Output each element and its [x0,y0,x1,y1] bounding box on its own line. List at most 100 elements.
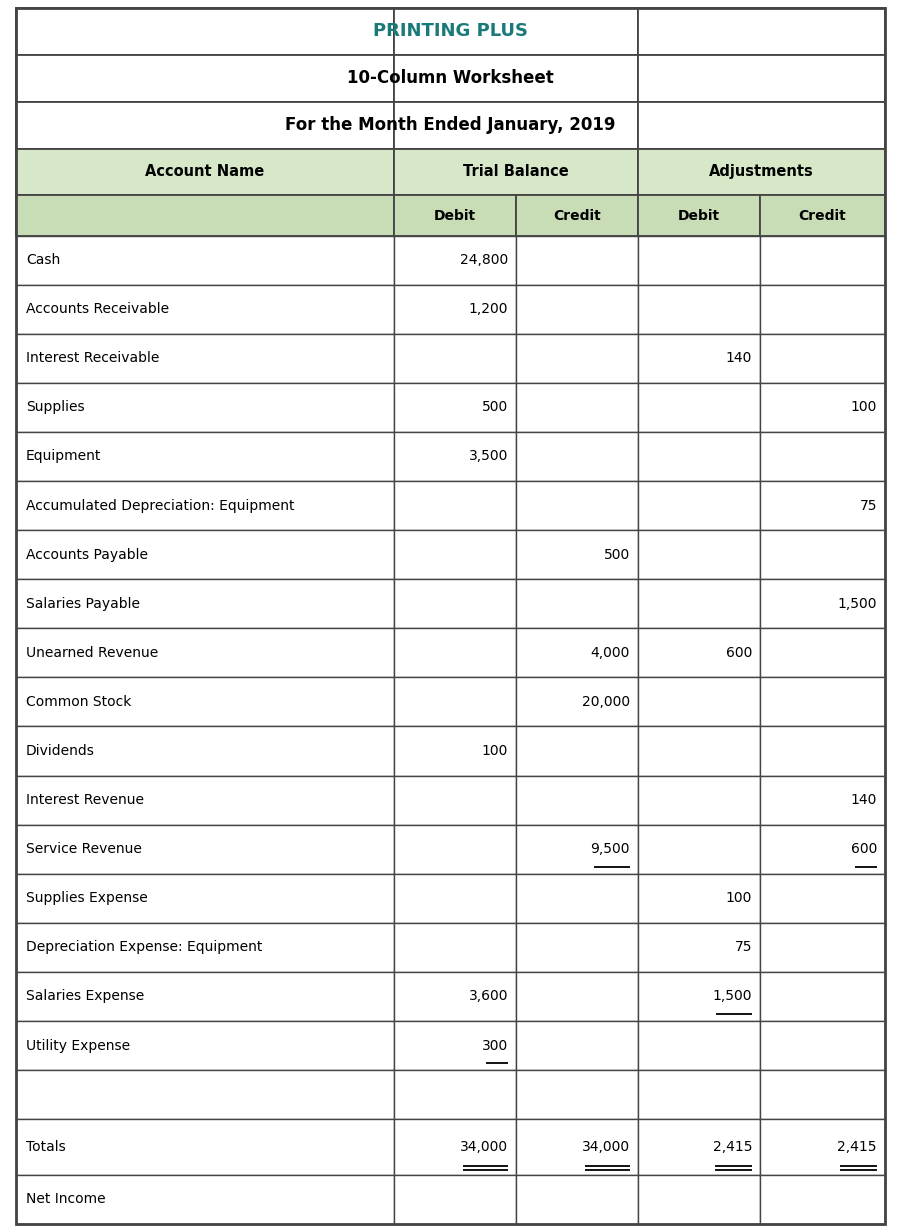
Text: Accounts Receivable: Accounts Receivable [26,302,169,317]
Bar [516,285,638,334]
Text: 100: 100 [482,744,508,758]
Bar [760,480,885,530]
Text: 100: 100 [725,891,752,906]
Bar [394,55,638,102]
Bar [394,727,516,775]
Text: 500: 500 [604,548,630,562]
Bar [16,678,394,727]
Text: Accumulated Depreciation: Equipment: Accumulated Depreciation: Equipment [26,499,295,513]
Text: Adjustments: Adjustments [709,165,814,180]
Text: For the Month Ended January, 2019: For the Month Ended January, 2019 [286,116,615,134]
Text: Interest Revenue: Interest Revenue [26,793,144,807]
Bar [516,824,638,873]
Text: Equipment: Equipment [26,450,102,463]
Bar [760,196,885,235]
Bar [760,432,885,480]
Bar [394,7,638,55]
Text: Debit: Debit [678,208,720,223]
Bar [760,678,885,727]
Text: 75: 75 [860,499,877,513]
Bar [516,334,638,383]
Bar [760,824,885,873]
Text: 100: 100 [851,400,877,414]
Bar [16,1071,394,1119]
Bar [638,480,760,530]
Bar [638,678,760,727]
Text: Salaries Payable: Salaries Payable [26,596,140,611]
Bar [394,775,516,824]
Text: Account Name: Account Name [145,165,265,180]
Bar [394,480,516,530]
Bar [638,628,760,678]
Bar [16,196,394,235]
Bar [16,972,394,1021]
Bar [16,824,394,873]
Bar [516,972,638,1021]
Bar [394,530,516,579]
Bar [760,1119,885,1175]
Bar [16,530,394,579]
Text: 600: 600 [725,646,752,660]
Text: PRINTING PLUS: PRINTING PLUS [373,22,528,41]
Bar [394,972,516,1021]
Text: Salaries Expense: Salaries Expense [26,989,144,1003]
Text: Interest Receivable: Interest Receivable [26,351,159,366]
Bar [516,1175,638,1225]
Bar [394,579,516,628]
Text: Debit: Debit [434,208,476,223]
Bar [516,1021,638,1071]
Bar [394,149,638,196]
Text: 34,000: 34,000 [582,1140,630,1154]
Bar [16,285,394,334]
Bar [760,1175,885,1225]
Text: Utility Expense: Utility Expense [26,1039,130,1052]
Bar [638,873,760,923]
Bar [394,678,516,727]
Bar [638,775,760,824]
Text: 300: 300 [482,1039,508,1052]
Bar [394,1119,516,1175]
Text: 2,415: 2,415 [838,1140,877,1154]
Bar [638,285,760,334]
Bar [394,102,638,149]
Text: Trial Balance: Trial Balance [463,165,569,180]
Text: Credit: Credit [553,208,601,223]
Bar [16,235,394,285]
Bar [394,285,516,334]
Text: Supplies Expense: Supplies Expense [26,891,148,906]
Bar [394,383,516,432]
Bar [638,432,760,480]
Text: 20,000: 20,000 [582,695,630,708]
Text: Totals: Totals [26,1140,66,1154]
Bar [638,1175,760,1225]
Bar [394,1175,516,1225]
Bar [16,923,394,972]
Bar [16,873,394,923]
Bar [16,727,394,775]
Bar [638,334,760,383]
Bar [394,196,516,235]
Text: 3,500: 3,500 [469,450,508,463]
Bar [16,628,394,678]
Text: 140: 140 [851,793,877,807]
Bar [760,334,885,383]
Bar [760,285,885,334]
Text: Supplies: Supplies [26,400,85,414]
Bar [760,530,885,579]
Bar [16,383,394,432]
Text: 140: 140 [725,351,752,366]
Text: 4,000: 4,000 [591,646,630,660]
Bar [516,1119,638,1175]
Bar [760,383,885,432]
Bar [16,1175,394,1225]
Bar [516,196,638,235]
Bar [516,480,638,530]
Bar [516,873,638,923]
Bar [516,530,638,579]
Bar [760,873,885,923]
Bar [760,1021,885,1071]
Bar [394,235,516,285]
Bar [516,432,638,480]
Bar [516,678,638,727]
Bar [516,923,638,972]
